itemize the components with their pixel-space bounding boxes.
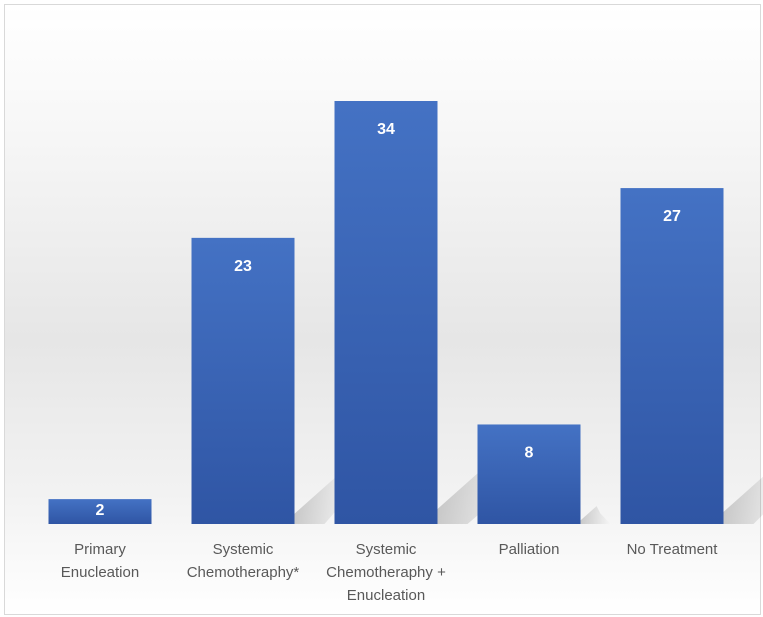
- x-tick-label: Palliation: [499, 541, 560, 558]
- x-tick-label: No Treatment: [627, 541, 719, 558]
- data-label: 34: [377, 121, 395, 138]
- bar-shadow: [580, 506, 611, 524]
- data-label: 2: [96, 502, 105, 519]
- x-tick-label: Systemic Chemotheraphy*: [187, 541, 300, 581]
- bar-shadow: [723, 476, 763, 524]
- x-tick-label: Primary Enucleation: [61, 541, 139, 581]
- bar: [48, 499, 152, 524]
- data-label: 27: [663, 208, 681, 225]
- bar: [334, 101, 438, 524]
- data-label: 8: [525, 444, 534, 461]
- bar: [191, 237, 295, 524]
- bar: [620, 188, 724, 524]
- x-tick-label: Systemic Chemotheraphy + Enucleation: [326, 541, 446, 604]
- bar: [477, 424, 581, 524]
- data-label: 23: [234, 258, 252, 275]
